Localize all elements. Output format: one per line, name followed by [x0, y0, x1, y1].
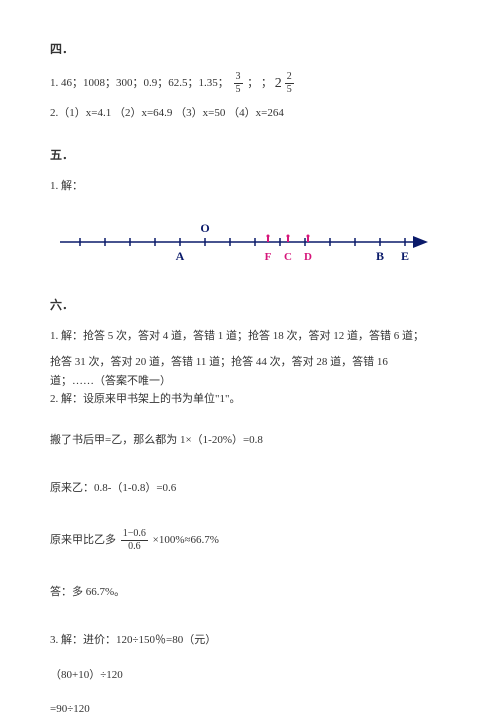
s6-q3-l2: （80+10）÷120	[50, 667, 450, 684]
s4-frac1: 3 5	[234, 72, 243, 95]
s4-sep2: ；	[261, 77, 272, 89]
s4-sep: ；	[247, 77, 258, 89]
number-line: O A B E FCD	[50, 212, 450, 278]
section-6-title: 六．	[50, 296, 450, 314]
svg-text:C: C	[284, 251, 292, 263]
s6-q1-l2: 抢答 31 次，答对 20 道，答错 11 道；抢答 44 次，答对 28 道，…	[50, 354, 450, 371]
mixed-den: 5	[285, 84, 294, 95]
svg-text:F: F	[265, 251, 272, 263]
svg-text:E: E	[401, 249, 409, 263]
s4-q1-text: 1. 46；1008；300；0.9；62.5；1.35；	[50, 77, 229, 89]
s6-q1-l3: 道；……（答案不唯一）	[50, 373, 450, 390]
mixed-whole: 2	[275, 73, 282, 94]
frac-den: 5	[234, 84, 243, 95]
svg-text:O: O	[200, 221, 209, 235]
s6-q2-frac: 1−0.6 0.6	[121, 529, 148, 552]
frac-num: 1−0.6	[121, 529, 148, 541]
s6-q1-l1: 1. 解：抢答 5 次，答对 4 道，答错 1 道；抢答 18 次，答对 12 …	[50, 328, 450, 345]
s6-q2-l1: 2. 解：设原来甲书架上的书为单位"1"。	[50, 391, 450, 408]
mixed-num: 2	[285, 72, 294, 84]
section-4-title: 四．	[50, 40, 450, 58]
number-line-svg: O A B E FCD	[50, 212, 450, 272]
section-5-title: 五．	[50, 146, 450, 164]
mixed-frac: 2 5	[285, 72, 294, 95]
s6-q2-ans: 答：多 66.7%。	[50, 584, 450, 601]
s6-q2-l4b: ×100%≈66.7%	[153, 534, 219, 546]
s6-q2-l4a: 原来甲比乙多	[50, 534, 116, 546]
s4-q2: 2.（1）x=4.1 （2）x=64.9 （3）x=50 （4）x=264	[50, 105, 450, 122]
s6-q2-l4: 原来甲比乙多 1−0.6 0.6 ×100%≈66.7%	[50, 529, 450, 552]
s4-mixed: 2 2 5	[275, 72, 296, 95]
s4-q1: 1. 46；1008；300；0.9；62.5；1.35； 3 5 ； ； 2 …	[50, 72, 450, 95]
svg-text:D: D	[304, 251, 312, 263]
frac-num: 3	[234, 72, 243, 84]
s6-q3-l1: 3. 解：进价：120÷150％=80（元）	[50, 632, 450, 649]
frac-den: 0.6	[121, 541, 148, 552]
svg-text:B: B	[376, 249, 384, 263]
s6-q3-l3: =90÷120	[50, 701, 450, 718]
s6-q2-l3: 原来乙：0.8-（1-0.8）=0.6	[50, 480, 450, 497]
svg-text:A: A	[176, 249, 185, 263]
s5-q1: 1. 解：	[50, 178, 450, 195]
s6-q2-l2: 搬了书后甲=乙，那么都为 1×（1-20%）=0.8	[50, 432, 450, 449]
